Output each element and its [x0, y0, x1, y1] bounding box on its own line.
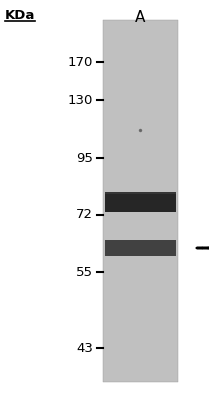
Text: 170: 170: [68, 56, 93, 68]
Text: 130: 130: [68, 94, 93, 106]
Bar: [103, 20, 178, 382]
Text: A: A: [135, 10, 145, 25]
Text: 72: 72: [76, 208, 93, 222]
Text: KDa: KDa: [5, 9, 35, 22]
Text: 43: 43: [76, 342, 93, 354]
Bar: [105, 192, 176, 194]
Text: 55: 55: [76, 266, 93, 278]
Bar: [105, 192, 176, 212]
Bar: [105, 240, 176, 256]
Text: 95: 95: [76, 152, 93, 164]
